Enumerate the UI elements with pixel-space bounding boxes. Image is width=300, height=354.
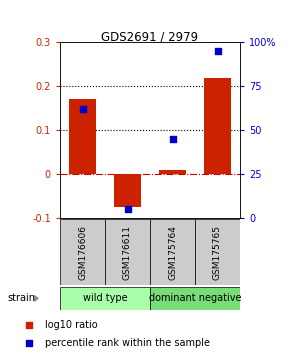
Polygon shape <box>34 295 38 302</box>
Text: GSM176611: GSM176611 <box>123 225 132 280</box>
Bar <box>204 78 231 174</box>
Text: GSM175764: GSM175764 <box>168 225 177 280</box>
Point <box>26 340 31 346</box>
Text: strain: strain <box>8 293 35 303</box>
Text: GSM176606: GSM176606 <box>78 225 87 280</box>
Point <box>215 48 220 54</box>
Bar <box>60 287 150 310</box>
Text: dominant negative: dominant negative <box>149 293 241 303</box>
Point <box>80 106 85 112</box>
Bar <box>69 99 96 174</box>
Bar <box>114 174 141 207</box>
Bar <box>60 219 105 285</box>
Bar <box>150 287 240 310</box>
Text: GDS2691 / 2979: GDS2691 / 2979 <box>101 31 199 44</box>
Text: GSM175765: GSM175765 <box>213 225 222 280</box>
Bar <box>195 219 240 285</box>
Text: wild type: wild type <box>83 293 127 303</box>
Bar <box>150 219 195 285</box>
Text: percentile rank within the sample: percentile rank within the sample <box>45 338 210 348</box>
Point <box>26 322 31 328</box>
Point <box>125 206 130 212</box>
Point <box>170 136 175 142</box>
Text: log10 ratio: log10 ratio <box>45 320 98 330</box>
Bar <box>105 219 150 285</box>
Bar <box>159 170 186 174</box>
